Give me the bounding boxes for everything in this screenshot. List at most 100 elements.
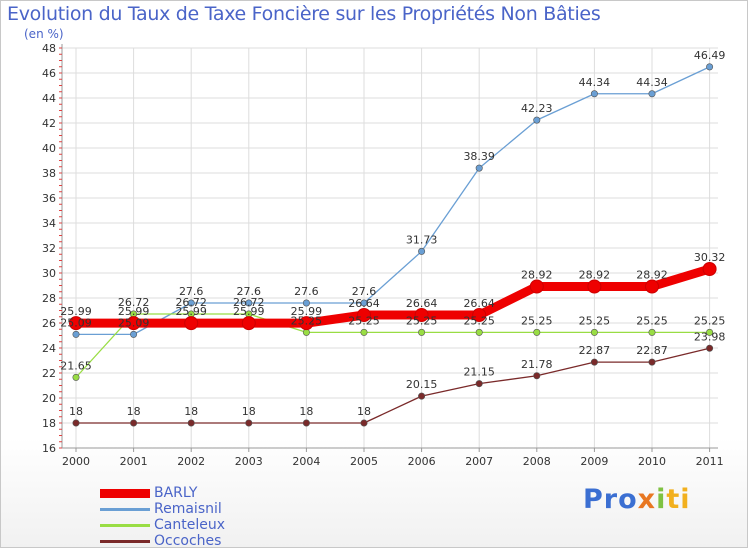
data-label: 42.23 bbox=[521, 102, 553, 115]
chart-title: Evolution du Taux de Taxe Foncière sur l… bbox=[7, 3, 601, 25]
data-label: 27.6 bbox=[179, 285, 204, 298]
data-label: 18 bbox=[242, 405, 256, 418]
data-label: 21.65 bbox=[60, 359, 92, 372]
data-point bbox=[130, 330, 138, 338]
data-label: 26.64 bbox=[463, 297, 495, 310]
data-label: 23.98 bbox=[694, 330, 726, 343]
x-tick-label: 2011 bbox=[696, 455, 724, 468]
data-label: 22.87 bbox=[636, 344, 668, 357]
legend-label-occoches: Occoches bbox=[154, 533, 222, 549]
data-label: 28.92 bbox=[579, 269, 611, 282]
data-label: 25.25 bbox=[694, 314, 726, 327]
y-tick-label: 18 bbox=[42, 417, 56, 430]
data-point bbox=[645, 279, 659, 294]
data-label: 25.99 bbox=[118, 305, 150, 318]
data-point bbox=[418, 247, 426, 255]
logo-part-4: ti bbox=[666, 484, 691, 515]
data-point bbox=[587, 279, 602, 294]
data-point bbox=[472, 308, 487, 322]
y-tick-label: 22 bbox=[42, 367, 56, 380]
data-point bbox=[302, 328, 310, 336]
data-label: 27.6 bbox=[294, 285, 319, 298]
data-label: 26.72 bbox=[175, 296, 207, 309]
data-point bbox=[241, 316, 256, 331]
data-point bbox=[72, 330, 80, 338]
x-tick-label: 2008 bbox=[523, 455, 551, 468]
x-tick-label: 2009 bbox=[580, 455, 608, 468]
data-label: 20.15 bbox=[406, 378, 438, 391]
series-line-barly bbox=[71, 264, 715, 328]
data-label: 21.15 bbox=[463, 366, 495, 379]
data-label: 44.34 bbox=[579, 76, 611, 89]
data-point bbox=[357, 308, 371, 322]
data-label: 25.25 bbox=[463, 314, 495, 327]
data-point bbox=[590, 328, 598, 336]
y-tick-label: 26 bbox=[42, 317, 56, 330]
data-point bbox=[590, 90, 598, 98]
chart-unit: (en %) bbox=[24, 27, 64, 41]
x-tick-label: 2004 bbox=[292, 455, 320, 468]
data-point bbox=[706, 328, 714, 336]
data-label: 25.25 bbox=[291, 314, 323, 327]
data-point bbox=[648, 328, 656, 336]
x-tick-label: 2005 bbox=[350, 455, 378, 468]
y-tick-label: 42 bbox=[42, 117, 56, 130]
data-label: 18 bbox=[357, 405, 371, 418]
series-line-canteleux bbox=[75, 313, 711, 379]
data-point bbox=[706, 344, 714, 352]
y-tick-label: 34 bbox=[42, 217, 56, 230]
legend-label-canteleux: Canteleux bbox=[154, 517, 225, 533]
y-tick-label: 40 bbox=[42, 142, 56, 155]
data-point bbox=[418, 328, 426, 336]
data-point bbox=[475, 328, 483, 336]
data-label: 25.25 bbox=[406, 314, 438, 327]
legend-swatch-occoches bbox=[100, 540, 150, 543]
data-label: 21.78 bbox=[521, 358, 553, 371]
data-point bbox=[130, 419, 138, 427]
data-point bbox=[360, 419, 368, 427]
data-label: 26.64 bbox=[348, 297, 380, 310]
data-label: 44.34 bbox=[636, 76, 668, 89]
logo-part-1: Pro bbox=[583, 484, 638, 515]
data-label: 28.92 bbox=[521, 269, 553, 282]
data-point bbox=[529, 279, 544, 294]
y-tick-label: 32 bbox=[42, 242, 56, 255]
y-tick-label: 30 bbox=[42, 267, 56, 280]
data-point bbox=[299, 316, 314, 331]
data-label: 25.09 bbox=[118, 316, 150, 329]
data-label: 25.99 bbox=[291, 305, 323, 318]
data-label: 27.6 bbox=[237, 285, 262, 298]
data-label: 18 bbox=[69, 405, 83, 418]
series-line-remaisnil bbox=[75, 66, 711, 336]
data-point bbox=[245, 299, 253, 307]
data-point bbox=[475, 380, 483, 388]
data-label: 25.99 bbox=[233, 305, 265, 318]
data-point bbox=[414, 308, 429, 322]
legend-label-barly: BARLY bbox=[154, 485, 198, 501]
data-label: 25.25 bbox=[636, 314, 668, 327]
data-label: 25.99 bbox=[175, 305, 207, 318]
data-point bbox=[533, 116, 541, 124]
data-label: 25.09 bbox=[60, 316, 92, 329]
y-tick-label: 46 bbox=[42, 67, 56, 80]
data-point bbox=[590, 358, 598, 366]
data-point bbox=[533, 328, 541, 336]
data-point bbox=[69, 316, 83, 331]
data-point bbox=[302, 299, 310, 307]
data-point bbox=[126, 316, 141, 331]
y-tick-label: 28 bbox=[42, 292, 56, 305]
data-label: 30.32 bbox=[694, 251, 726, 264]
data-point bbox=[648, 358, 656, 366]
y-tick-label: 16 bbox=[42, 442, 56, 455]
data-label: 25.25 bbox=[348, 314, 380, 327]
x-tick-label: 2007 bbox=[465, 455, 493, 468]
data-label: 26.64 bbox=[406, 297, 438, 310]
y-tick-label: 36 bbox=[42, 192, 56, 205]
data-point bbox=[702, 262, 717, 276]
data-point bbox=[72, 419, 80, 427]
data-label: 26.72 bbox=[118, 296, 150, 309]
data-point bbox=[648, 90, 656, 98]
data-label: 18 bbox=[127, 405, 141, 418]
